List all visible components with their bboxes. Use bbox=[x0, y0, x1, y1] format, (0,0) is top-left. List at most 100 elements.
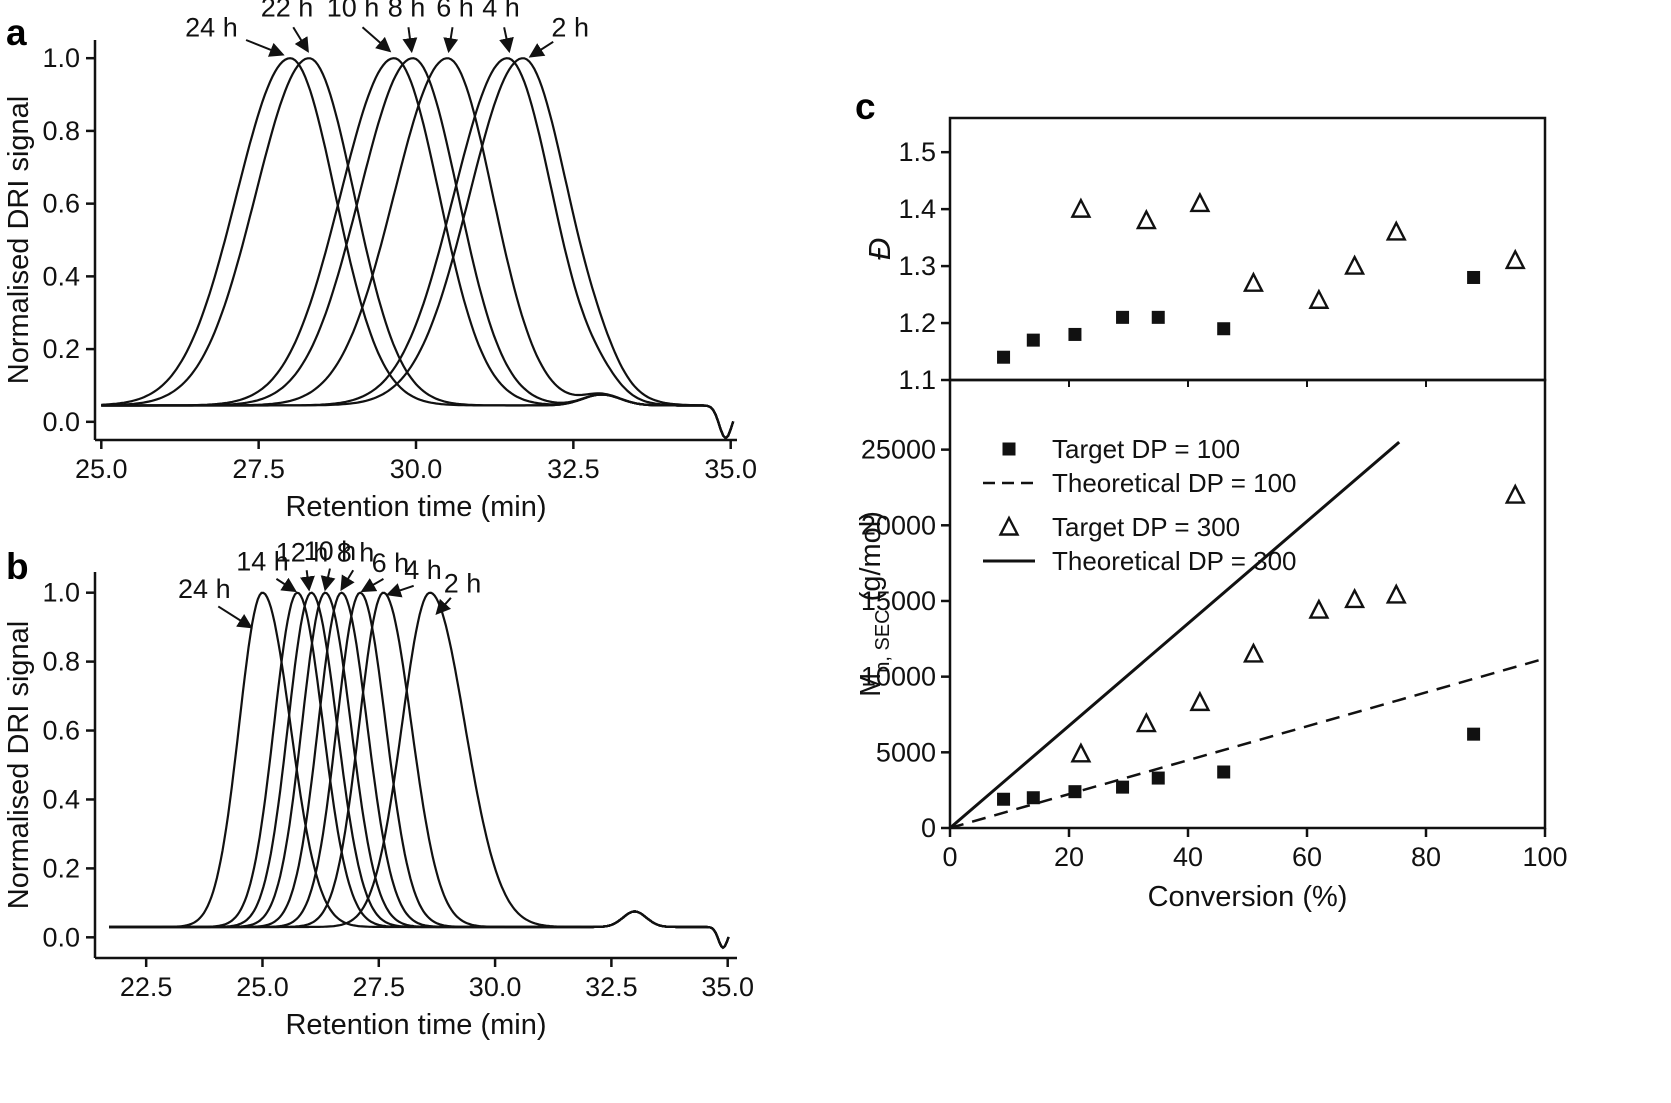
y-tick-label: 0.0 bbox=[42, 407, 80, 437]
curve-8h bbox=[101, 57, 735, 440]
curve-4h bbox=[109, 591, 730, 950]
peak-time-label: 6 h bbox=[436, 0, 474, 22]
y-tick-label: 1.3 bbox=[898, 251, 936, 281]
peak-arrow-icon bbox=[435, 597, 452, 616]
square-marker bbox=[1217, 765, 1231, 779]
curve-2h bbox=[109, 591, 730, 950]
triangle-marker bbox=[1308, 598, 1330, 619]
peak-time-label: 6 h bbox=[372, 548, 410, 578]
triangle-marker bbox=[1135, 711, 1157, 733]
x-tick-label: 35.0 bbox=[704, 454, 757, 484]
triangle-marker bbox=[1504, 483, 1526, 504]
y-tick-label: 1.0 bbox=[42, 578, 80, 608]
peak-arrow-icon bbox=[443, 27, 459, 54]
peak-arrow-icon bbox=[340, 569, 355, 592]
panel-c-letter: c bbox=[855, 86, 876, 127]
y-tick-label: 1.5 bbox=[898, 137, 936, 167]
curve-2h bbox=[101, 57, 735, 440]
peak-arrow-icon bbox=[245, 39, 285, 57]
y-tick-label: 0 bbox=[921, 813, 936, 843]
panel-a-letter: a bbox=[6, 12, 27, 53]
square-marker bbox=[1467, 270, 1481, 284]
peak-arrow-icon bbox=[361, 26, 392, 53]
peak-time-label: 2 h bbox=[551, 12, 589, 42]
panel-b: 22.5 25.0 27.5 30.0 32.5 35.0 0.0 0.2 0.4 0.6 0.8 1… bbox=[3, 536, 754, 1041]
y-tick-label: 0.6 bbox=[42, 189, 80, 219]
y-axis-title: Normalised DRI signal bbox=[3, 621, 35, 910]
y-tick-label: 25000 bbox=[861, 435, 936, 465]
y-tick-label: 0.0 bbox=[42, 922, 80, 952]
square-marker bbox=[997, 792, 1011, 806]
y-tick-label: 0.4 bbox=[42, 261, 80, 291]
y-tick-label: 5000 bbox=[876, 737, 936, 767]
x-tick-label: 22.5 bbox=[120, 972, 173, 1002]
legend-label: Theoretical DP = 300 bbox=[1052, 546, 1297, 576]
x-tick-label: 27.5 bbox=[232, 454, 285, 484]
square-marker bbox=[1026, 791, 1040, 805]
square-marker bbox=[1151, 771, 1165, 785]
triangle-marker bbox=[1135, 208, 1157, 230]
panel-c-dispersity: 1.1 1.2 1.3 1.4 1.5 Đ bbox=[862, 116, 1547, 395]
legend-label: Target DP = 100 bbox=[1052, 434, 1240, 464]
x-tick-label: 32.5 bbox=[585, 972, 638, 1002]
x-tick-label: 100 bbox=[1522, 842, 1567, 872]
curve-24h bbox=[101, 57, 735, 440]
x-tick-label: 0 bbox=[942, 842, 957, 872]
x-axis-title: Conversion (%) bbox=[1148, 881, 1348, 913]
x-tick-label: 20 bbox=[1054, 842, 1084, 872]
peak-time-label: 10 h bbox=[304, 536, 357, 566]
y-tick-label: 0.4 bbox=[42, 784, 80, 814]
x-tick-label: 40 bbox=[1173, 842, 1203, 872]
peak-time-label: 14 h bbox=[236, 546, 289, 576]
triangle-marker bbox=[1344, 587, 1366, 609]
peak-arrow-icon bbox=[402, 27, 418, 54]
curve-4h bbox=[101, 57, 735, 440]
panel-c-mn: 0 5000 10000 15000 20000 25000 0 20 40 60 80 100 Con… bbox=[855, 378, 1568, 913]
y-tick-label: 0.2 bbox=[42, 334, 80, 364]
triangle-marker bbox=[1070, 742, 1092, 763]
x-tick-label: 30.0 bbox=[390, 454, 443, 484]
x-tick-label: 80 bbox=[1411, 842, 1441, 872]
triangle-marker bbox=[1070, 197, 1092, 218]
curve-6h bbox=[101, 57, 735, 440]
plot-frame bbox=[948, 378, 1547, 830]
y-tick-label: 1.2 bbox=[898, 308, 936, 338]
y-tick-label: 0.8 bbox=[42, 647, 80, 677]
peak-arrow-icon bbox=[360, 578, 384, 593]
square-marker bbox=[1116, 310, 1130, 324]
y-tick-label: 15000 bbox=[861, 586, 936, 616]
square-marker bbox=[1217, 322, 1231, 336]
triangle-marker bbox=[1344, 254, 1366, 275]
square-marker bbox=[1116, 780, 1130, 794]
square-marker bbox=[1068, 785, 1082, 799]
x-axis-title: Retention time (min) bbox=[285, 491, 546, 523]
x-tick-label: 25.0 bbox=[75, 454, 128, 484]
x-tick-label: 30.0 bbox=[469, 972, 522, 1002]
square-marker bbox=[1002, 442, 1016, 456]
peak-time-label: 4 h bbox=[482, 0, 520, 22]
y-tick-label: 1.1 bbox=[898, 365, 936, 395]
peak-time-label: 10 h bbox=[327, 0, 380, 22]
y-axis-title: Đ bbox=[862, 238, 897, 260]
x-axis-title: Retention time (min) bbox=[285, 1009, 546, 1041]
peak-time-label: 22 h bbox=[261, 0, 314, 22]
peak-time-label: 2 h bbox=[444, 569, 482, 599]
curve-10h bbox=[101, 57, 735, 440]
peak-arrow-icon bbox=[292, 26, 309, 53]
y-axis-title: Normalised DRI signal bbox=[3, 96, 35, 385]
y-tick-label: 10000 bbox=[861, 662, 936, 692]
triangle-marker bbox=[1189, 191, 1211, 213]
square-marker bbox=[1026, 333, 1040, 347]
y-tick-label: 20000 bbox=[861, 510, 936, 540]
peak-time-label: 24 h bbox=[185, 12, 238, 42]
triangle-marker bbox=[1308, 288, 1330, 309]
x-tick-label: 60 bbox=[1292, 842, 1322, 872]
peak-arrow-icon bbox=[275, 577, 297, 593]
curve-22h bbox=[101, 57, 735, 440]
x-tick-label: 27.5 bbox=[353, 972, 406, 1002]
x-tick-label: 25.0 bbox=[236, 972, 289, 1002]
peak-arrow-icon bbox=[300, 570, 315, 592]
x-tick-label: 35.0 bbox=[701, 972, 754, 1002]
